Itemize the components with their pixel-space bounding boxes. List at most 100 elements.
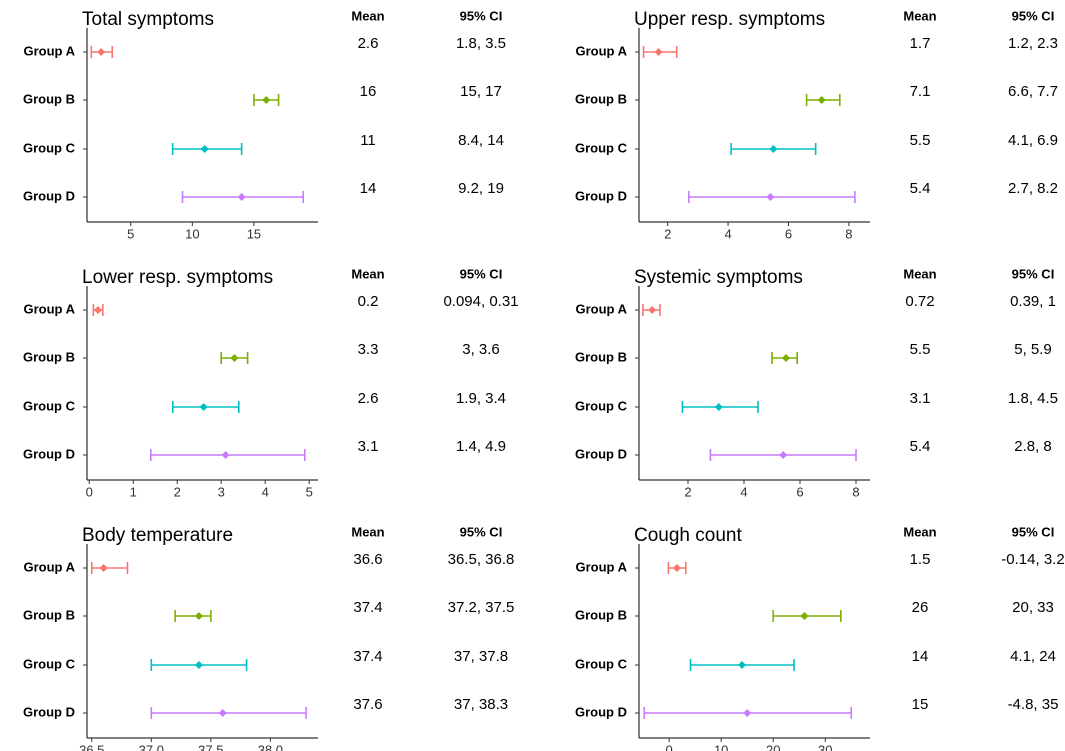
panel-title: Cough count (634, 525, 742, 546)
x-tick-label: 2 (174, 484, 181, 499)
group-label: Group B (575, 349, 627, 364)
ci-value: 8.4, 14 (458, 132, 504, 149)
ci-value: -4.8, 35 (1008, 696, 1059, 713)
x-tick-label: 6 (785, 226, 792, 241)
group-label: Group B (23, 607, 75, 622)
mean-value: 36.6 (353, 551, 382, 568)
x-tick-label: 37.0 (139, 742, 164, 751)
ci-value: 1.2, 2.3 (1008, 35, 1058, 52)
x-tick-label: 10 (185, 226, 199, 241)
x-tick-label: 6 (796, 484, 803, 499)
x-tick-label: 10 (714, 742, 728, 751)
x-tick-label: 3 (218, 484, 225, 499)
panel-title: Upper resp. symptoms (634, 9, 825, 30)
mean-point (800, 612, 809, 620)
x-tick-label: 38.0 (258, 742, 283, 751)
mean-point (99, 564, 108, 572)
group-label: Group A (23, 559, 75, 574)
column-header: 95% CI (1012, 524, 1055, 539)
group-label: Group B (575, 607, 627, 622)
x-tick-label: 4 (724, 226, 731, 241)
mean-point (218, 709, 227, 717)
group-label: Group A (23, 43, 75, 58)
mean-value: 11 (360, 132, 376, 149)
group-label: Group C (575, 656, 628, 671)
group-label: Group A (575, 559, 627, 574)
mean-point (672, 564, 681, 572)
mean-value: 5.5 (910, 341, 931, 358)
x-tick-label: 20 (766, 742, 780, 751)
mean-point (782, 354, 790, 362)
mean-value: 7.1 (910, 83, 931, 100)
mean-value: 15 (912, 696, 929, 713)
ci-value: 3, 3.6 (462, 341, 500, 358)
x-tick-label: 37.5 (198, 742, 223, 751)
ci-value: -0.14, 3.2 (1001, 551, 1064, 568)
mean-value: 16 (360, 83, 377, 100)
x-tick-label: 30 (818, 742, 832, 751)
panel-title: Total symptoms (82, 9, 214, 30)
mean-value: 1.7 (910, 35, 931, 52)
panel-title: Systemic symptoms (634, 267, 803, 288)
x-tick-label: 15 (247, 226, 261, 241)
mean-value: 37.4 (353, 648, 382, 665)
mean-point (194, 612, 203, 620)
mean-point (262, 96, 271, 104)
mean-point (221, 451, 230, 459)
ci-value: 0.094, 0.31 (443, 293, 518, 310)
mean-point (714, 403, 723, 411)
mean-value: 37.4 (353, 599, 382, 616)
column-header: 95% CI (1012, 266, 1055, 281)
ci-value: 6.6, 7.7 (1008, 83, 1058, 100)
mean-value: 3.1 (910, 390, 931, 407)
mean-value: 37.6 (353, 696, 382, 713)
x-tick-label: 8 (852, 484, 859, 499)
x-tick-label: 5 (127, 226, 134, 241)
x-tick-label: 0 (666, 742, 673, 751)
group-label: Group C (23, 656, 76, 671)
mean-value: 5.4 (910, 180, 931, 197)
mean-value: 5.5 (910, 132, 931, 149)
group-label: Group C (23, 140, 76, 155)
x-tick-label: 2 (684, 484, 691, 499)
mean-value: 5.4 (910, 438, 931, 455)
mean-value: 2.6 (358, 390, 379, 407)
mean-value: 0.2 (358, 293, 379, 310)
ci-value: 2.8, 8 (1014, 438, 1052, 455)
panel: Lower resp. symptoms Mean 95% CI 0 1 2 3 4 5 Grou… (23, 266, 519, 499)
group-label: Group A (23, 301, 75, 316)
column-header: Mean (351, 8, 384, 23)
mean-point (237, 193, 246, 201)
mean-point (648, 306, 657, 314)
column-header: 95% CI (460, 266, 503, 281)
x-tick-label: 4 (262, 484, 269, 499)
mean-point (817, 96, 826, 104)
ci-value: 9.2, 19 (458, 180, 504, 197)
ci-value: 4.1, 24 (1010, 648, 1056, 665)
mean-point (199, 403, 208, 411)
mean-value: 2.6 (358, 35, 379, 52)
group-label: Group C (575, 140, 628, 155)
group-label: Group D (23, 188, 75, 203)
group-label: Group B (23, 91, 75, 106)
ci-value: 1.8, 4.5 (1008, 390, 1058, 407)
group-label: Group B (23, 349, 75, 364)
mean-point (743, 709, 752, 717)
ci-value: 0.39, 1 (1010, 293, 1056, 310)
column-header: Mean (351, 266, 384, 281)
mean-point (738, 661, 747, 669)
ci-value: 37, 38.3 (454, 696, 508, 713)
mean-point (200, 145, 209, 153)
column-header: Mean (903, 266, 936, 281)
x-tick-label: 4 (740, 484, 747, 499)
ci-value: 1.8, 3.5 (456, 35, 506, 52)
ci-value: 37.2, 37.5 (448, 599, 515, 616)
mean-value: 3.1 (358, 438, 379, 455)
group-label: Group D (575, 704, 627, 719)
ci-value: 2.7, 8.2 (1008, 180, 1058, 197)
mean-value: 0.72 (905, 293, 934, 310)
mean-point (194, 661, 203, 669)
panel: Body temperature Mean 95% CI 36.5 37.0 37.5 38… (23, 524, 514, 751)
x-tick-label: 1 (130, 484, 137, 499)
